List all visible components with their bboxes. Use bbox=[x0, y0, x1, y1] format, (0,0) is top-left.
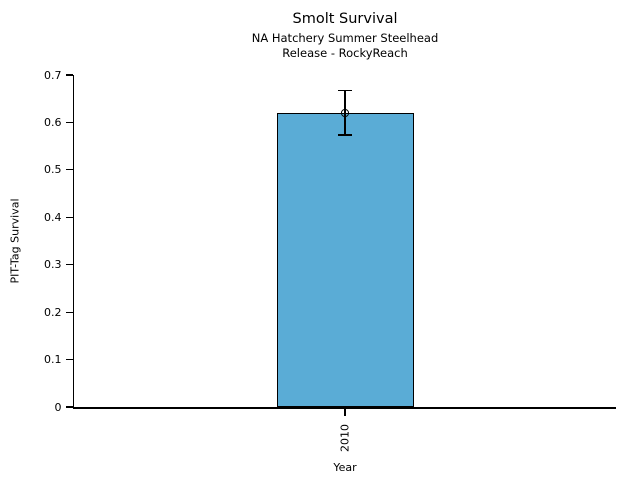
chart-subtitle-line1: NA Hatchery Summer Steelhead bbox=[251, 31, 439, 45]
y-tick-mark bbox=[65, 264, 73, 266]
x-tick-label-2010: 2010 bbox=[338, 424, 352, 452]
y-tick-label: 0.1 bbox=[44, 353, 62, 367]
y-tick-mark bbox=[65, 406, 73, 408]
error-bar-cap-top bbox=[338, 89, 352, 92]
x-axis-label: Year bbox=[333, 461, 357, 474]
chart-subtitle-line2: Release - RockyReach bbox=[282, 46, 408, 60]
chart-title: Smolt Survival bbox=[292, 11, 398, 27]
point-marker bbox=[341, 109, 349, 117]
y-tick-label: 0.3 bbox=[44, 258, 62, 272]
error-bar-cap-bottom bbox=[338, 134, 352, 137]
y-tick-label: 0.5 bbox=[44, 163, 62, 177]
y-tick-mark bbox=[65, 311, 73, 313]
y-tick-label: 0.4 bbox=[44, 210, 62, 224]
y-tick-label: 0.7 bbox=[44, 68, 62, 82]
y-tick-mark bbox=[65, 216, 73, 218]
y-tick-mark bbox=[65, 169, 73, 171]
x-tick-mark bbox=[344, 408, 346, 416]
y-tick-mark bbox=[65, 358, 73, 361]
y-tick-label: 0.2 bbox=[44, 305, 62, 319]
y-axis-label: PIT-Tag Survival bbox=[8, 198, 22, 284]
bar-2010 bbox=[276, 112, 414, 407]
y-tick-label: 0.6 bbox=[44, 115, 62, 129]
y-axis-spine bbox=[72, 75, 74, 409]
y-tick-label: 0 bbox=[54, 400, 62, 414]
y-tick-mark bbox=[65, 74, 73, 76]
y-tick-mark bbox=[65, 121, 73, 124]
x-axis-spine bbox=[72, 407, 616, 409]
